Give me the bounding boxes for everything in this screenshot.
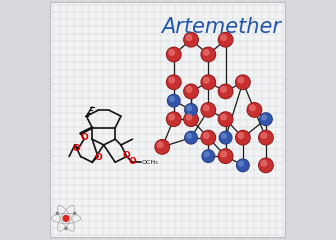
Circle shape [248,104,261,116]
Circle shape [168,95,180,107]
Circle shape [185,132,197,143]
Circle shape [218,84,233,99]
Circle shape [247,103,262,117]
Circle shape [203,151,214,162]
Circle shape [221,133,226,138]
Circle shape [185,104,197,116]
Text: O: O [129,156,136,166]
Circle shape [219,33,232,46]
Circle shape [201,103,215,117]
Circle shape [187,133,192,138]
Circle shape [260,114,271,125]
Circle shape [237,76,249,89]
Circle shape [221,87,226,92]
Circle shape [262,115,266,120]
Circle shape [187,106,192,111]
Circle shape [56,212,58,215]
Circle shape [219,150,232,162]
Circle shape [202,48,215,61]
Circle shape [202,131,215,144]
Circle shape [169,114,174,120]
Circle shape [185,33,197,46]
Circle shape [168,95,179,106]
Text: O: O [94,153,102,162]
Circle shape [219,113,232,126]
Circle shape [74,212,76,215]
Circle shape [186,87,192,92]
Circle shape [184,84,198,99]
Circle shape [220,132,231,143]
Circle shape [201,75,215,90]
Circle shape [167,112,181,126]
Circle shape [167,47,181,62]
Circle shape [204,50,209,55]
Circle shape [201,47,215,62]
Circle shape [167,113,180,126]
Circle shape [204,105,209,111]
Circle shape [184,112,198,126]
Circle shape [236,75,250,90]
Circle shape [158,142,163,148]
Circle shape [219,132,232,144]
Circle shape [186,114,192,120]
Circle shape [155,140,169,154]
Circle shape [186,35,192,40]
Circle shape [167,76,180,89]
Circle shape [204,133,209,138]
Text: O: O [73,144,80,153]
Circle shape [185,113,197,126]
Text: O: O [80,133,88,143]
Circle shape [185,132,197,144]
Circle shape [259,131,273,145]
Circle shape [237,131,249,144]
Circle shape [218,149,233,163]
Circle shape [250,105,255,111]
Circle shape [219,85,232,98]
Circle shape [221,35,226,40]
Circle shape [65,227,67,229]
Circle shape [170,96,174,101]
FancyBboxPatch shape [50,2,286,238]
Circle shape [239,161,244,166]
Circle shape [260,159,272,172]
Circle shape [202,104,215,116]
Circle shape [238,78,244,83]
Circle shape [201,131,215,145]
Circle shape [260,113,272,125]
Text: OCH₃: OCH₃ [142,160,158,165]
Circle shape [169,50,174,55]
Text: O: O [122,151,130,160]
Circle shape [167,75,181,90]
Circle shape [221,151,226,157]
Circle shape [218,112,233,126]
Circle shape [221,114,226,120]
Circle shape [218,32,233,47]
Circle shape [204,152,209,157]
Circle shape [204,78,209,83]
Circle shape [156,141,169,153]
Circle shape [260,131,272,144]
Text: Artemether: Artemether [161,17,281,37]
Circle shape [185,104,197,115]
Circle shape [167,48,180,61]
Circle shape [202,150,215,162]
Circle shape [63,216,69,221]
Circle shape [261,161,267,166]
Circle shape [236,131,250,145]
Circle shape [259,158,273,173]
Circle shape [169,78,174,83]
Circle shape [238,160,248,171]
Circle shape [237,159,249,172]
Circle shape [185,85,197,98]
Circle shape [261,133,267,138]
Circle shape [238,133,244,138]
Circle shape [184,32,198,47]
Circle shape [202,76,215,89]
